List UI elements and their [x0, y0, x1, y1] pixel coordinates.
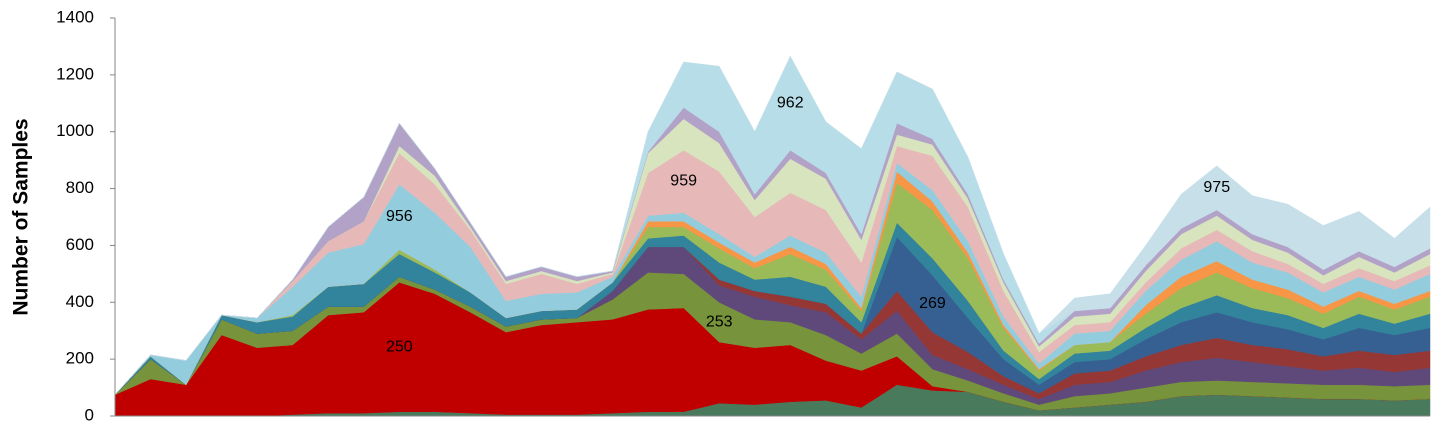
y-tick-label: 1000: [56, 121, 94, 140]
y-tick-label: 1200: [56, 64, 94, 83]
area-label: 962: [777, 95, 804, 112]
y-tick-label: 400: [66, 292, 94, 311]
y-axis-label: Number of Samples: [10, 118, 33, 315]
y-tick-label: 200: [66, 349, 94, 368]
y-tick-label: 1400: [56, 7, 94, 26]
y-tick-label: 0: [85, 405, 94, 424]
area-label: 250: [386, 338, 413, 355]
area-label: 956: [386, 208, 413, 225]
area-label: 253: [706, 313, 733, 330]
area-label: 269: [919, 295, 946, 312]
area-label: 975: [1203, 179, 1230, 196]
y-tick-label: 800: [66, 178, 94, 197]
y-tick-label: 600: [66, 235, 94, 254]
area: [114, 55, 1431, 395]
area-label: 959: [670, 173, 697, 190]
